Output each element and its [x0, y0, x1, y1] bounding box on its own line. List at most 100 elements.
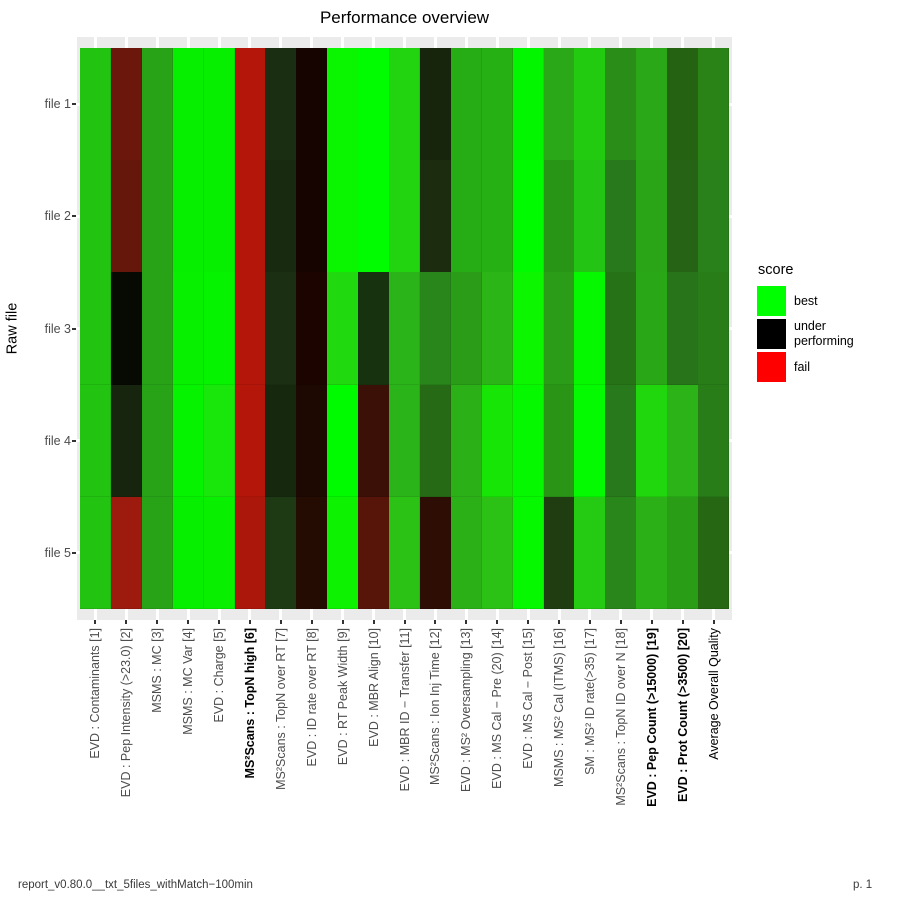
heatmap-cell	[110, 272, 143, 386]
x-axis-label: EVD : Charge [5]	[212, 628, 227, 723]
heatmap-cell	[296, 496, 328, 610]
gridline	[403, 609, 406, 620]
x-tick	[434, 620, 437, 624]
x-axis-label: EVD : ID rate over RT [8]	[304, 628, 319, 767]
gridline	[433, 37, 437, 48]
heatmap-cell	[172, 384, 205, 498]
heatmap-cell	[80, 48, 112, 161]
x-axis-label: EVD : MBR Align [10]	[366, 628, 381, 747]
heatmap-cell	[605, 160, 637, 273]
gridline	[93, 37, 97, 48]
heatmap-cell	[450, 496, 483, 610]
heatmap-cell	[419, 272, 452, 386]
x-axis-label: MS²Scans : TopN ID over N [18]	[613, 628, 628, 806]
heatmap-cell	[203, 160, 235, 273]
legend-swatch-best	[757, 286, 786, 316]
gridline	[729, 439, 732, 443]
gridline	[124, 609, 128, 620]
x-axis-label: EVD : MS² Oversampling [13]	[459, 628, 474, 792]
heatmap-cell	[543, 160, 575, 273]
heatmap-cell	[389, 384, 421, 498]
gridline	[729, 327, 732, 330]
heatmap-cell	[543, 48, 575, 161]
heatmap-cell	[141, 160, 174, 273]
heatmap-cell	[636, 160, 668, 273]
heatmap-cell	[605, 272, 637, 386]
legend-swatch-fail	[757, 352, 786, 382]
gridline	[619, 37, 623, 48]
gridline	[729, 102, 732, 106]
heatmap-cell	[327, 384, 359, 498]
heatmap-cell	[667, 384, 699, 498]
heatmap-cell	[450, 272, 483, 386]
x-tick	[619, 620, 622, 624]
gridline	[310, 37, 314, 48]
heatmap-cell	[110, 496, 143, 610]
legend-label: best	[794, 293, 818, 308]
heatmap-cell	[574, 48, 606, 161]
heatmap-cell	[667, 272, 699, 386]
legend-title: score	[758, 262, 794, 278]
x-tick	[496, 620, 499, 624]
y-axis-label: file 1	[44, 97, 71, 112]
heatmap-cell	[358, 272, 390, 386]
heatmap-cell	[327, 160, 359, 273]
heatmap-cell	[512, 272, 545, 386]
y-tick	[72, 551, 76, 554]
gridline	[588, 37, 592, 48]
gridline	[77, 439, 80, 443]
heatmap-cell	[574, 160, 606, 273]
heatmap-cell	[80, 384, 112, 498]
gridline	[729, 214, 732, 218]
legend-swatch-under	[757, 319, 786, 349]
heatmap-cell	[234, 48, 266, 161]
heatmap-cell	[574, 496, 606, 610]
heatmap-cell	[203, 48, 235, 161]
gridline	[464, 609, 468, 620]
legend-item: under performing	[757, 319, 876, 349]
heatmap-cell	[203, 272, 235, 386]
gridline	[681, 609, 685, 620]
heatmap-cell	[389, 272, 421, 386]
x-tick	[187, 620, 190, 624]
gridline	[155, 37, 159, 48]
heatmap-cell	[698, 160, 730, 273]
x-tick	[279, 620, 282, 624]
gridline	[279, 37, 283, 48]
x-tick	[156, 620, 159, 624]
x-tick	[650, 620, 653, 624]
gridline	[650, 37, 654, 48]
y-axis-label: file 4	[44, 433, 71, 448]
heatmap-cell	[358, 384, 390, 498]
gridline	[341, 37, 345, 48]
y-tick	[72, 327, 76, 330]
heatmap-cell	[265, 496, 297, 610]
gridline	[248, 609, 252, 620]
heatmap-cell	[419, 160, 452, 273]
x-axis-label: SM : MS² ID rate(>35) [17]	[582, 628, 597, 775]
gridline	[279, 609, 283, 620]
x-tick	[527, 620, 530, 624]
x-axis-label: EVD : Pep Intensity (>23.0) [2]	[119, 628, 134, 798]
gridline	[341, 609, 345, 620]
heatmap-cell	[141, 48, 174, 161]
x-axis-label: MS²Scans : TopN over RT [7]	[273, 628, 288, 790]
heatmap-cell	[110, 384, 143, 498]
x-tick	[372, 620, 375, 624]
heatmap-cell	[419, 384, 452, 498]
heatmap-cell	[450, 384, 483, 498]
heatmap-cell	[512, 496, 545, 610]
gridline	[712, 37, 716, 48]
x-axis-label: MS²Scans : TopN high [6]	[242, 628, 257, 779]
x-axis-label: EVD : RT Peak Width [9]	[335, 628, 350, 766]
heatmap-cell	[667, 496, 699, 610]
heatmap-cell	[389, 48, 421, 161]
x-tick	[94, 620, 97, 624]
heatmap-cell	[234, 496, 266, 610]
gridline	[77, 327, 80, 330]
gridline	[526, 37, 530, 48]
heatmap-cell	[512, 160, 545, 273]
heatmap-cell	[481, 48, 514, 161]
x-axis-label: MSMS : MC [3]	[150, 628, 165, 713]
heatmap-cell	[265, 272, 297, 386]
